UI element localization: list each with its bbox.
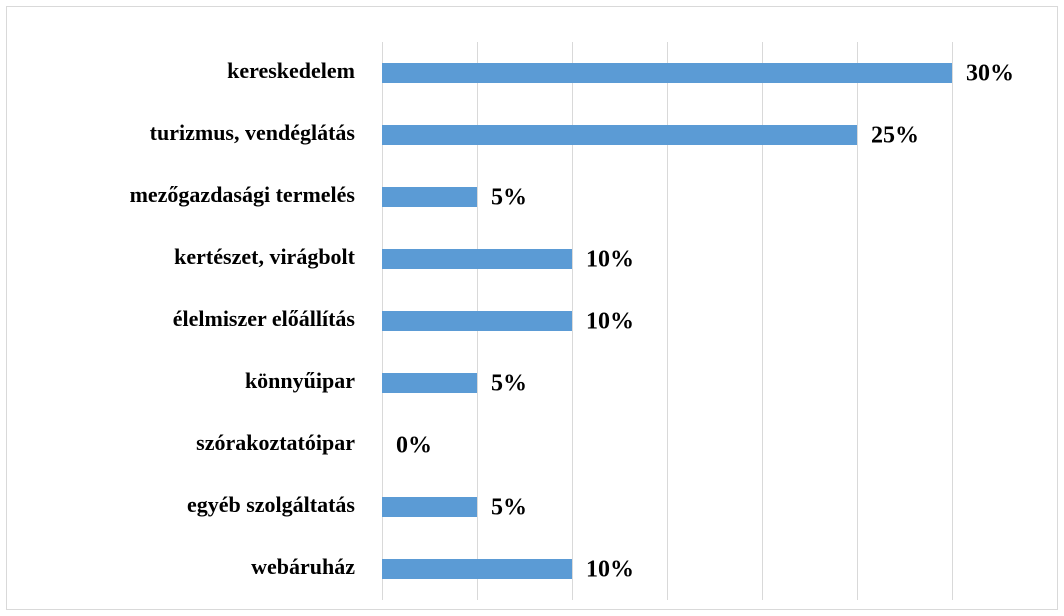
category-label: mezőgazdasági termelés (130, 182, 356, 207)
data-label: 10% (586, 557, 634, 583)
bar (382, 125, 857, 145)
bar (382, 187, 477, 207)
category-label: webáruház (251, 554, 355, 579)
category-label: szórakoztatóipar (196, 430, 355, 455)
data-label: 10% (586, 247, 634, 273)
bar (382, 311, 572, 331)
data-label: 30% (966, 61, 1014, 87)
data-label: 25% (871, 123, 919, 149)
chart-border (6, 6, 1058, 610)
bar (382, 249, 572, 269)
data-label: 5% (491, 371, 527, 397)
data-label: 0% (396, 433, 432, 459)
category-label: egyéb szolgáltatás (187, 492, 355, 517)
data-label: 5% (491, 495, 527, 521)
bar (382, 559, 572, 579)
category-label: könnyűipar (245, 368, 355, 393)
bar (382, 63, 952, 83)
category-label: kertészet, virágbolt (174, 244, 355, 269)
data-label: 10% (586, 309, 634, 335)
bar (382, 497, 477, 517)
category-label: élelmiszer előállítás (173, 306, 356, 331)
bar (382, 373, 477, 393)
category-label: turizmus, vendéglátás (150, 120, 356, 145)
category-label: kereskedelem (227, 58, 355, 83)
data-label: 5% (491, 185, 527, 211)
